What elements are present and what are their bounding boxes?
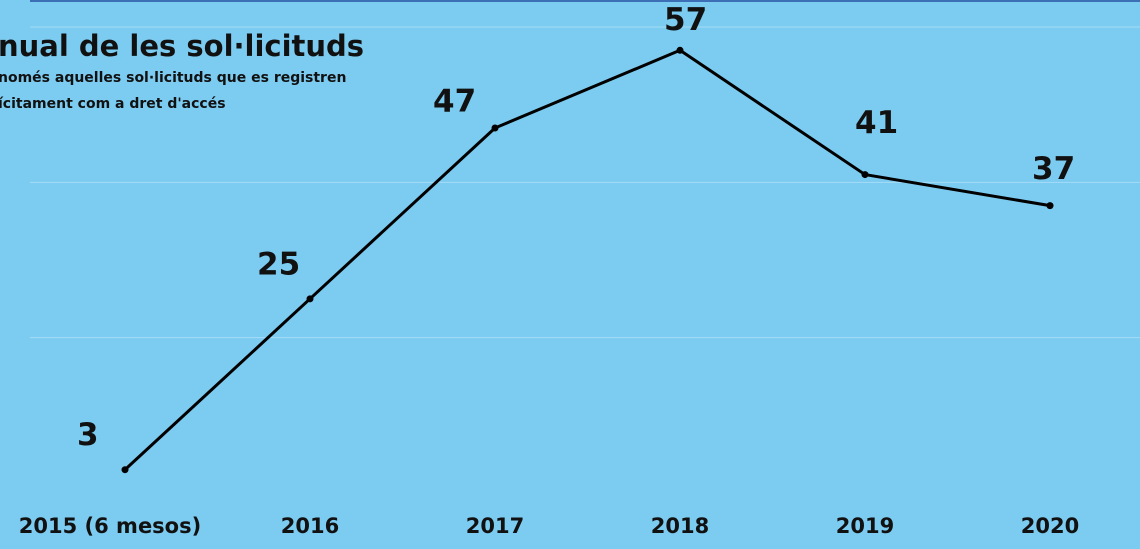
chart-subtitle: ícitament com a dret d'accés	[0, 96, 226, 112]
data-label: 41	[855, 105, 898, 141]
x-tick-label: 2019	[836, 514, 894, 538]
x-tick-label: 2017	[466, 514, 524, 538]
data-label: 57	[664, 2, 707, 38]
data-label: 37	[1032, 151, 1075, 187]
line	[123, 48, 1051, 471]
data-label: 3	[77, 417, 99, 453]
data-label: 25	[257, 246, 300, 282]
x-tick-label: 2020	[1021, 514, 1079, 538]
point	[1046, 202, 1054, 210]
point	[121, 466, 129, 474]
chart-title: nual de les sol·licituds	[0, 29, 364, 63]
data-label: 47	[433, 83, 476, 119]
chart-subtitle: només aquelles sol·licituds que es regis…	[0, 70, 346, 86]
x-tick-label: 2016	[281, 514, 339, 538]
point	[491, 124, 499, 132]
point	[306, 295, 314, 303]
point	[676, 46, 684, 54]
x-tick-label: 2015 (6 mesos)	[19, 514, 201, 538]
x-tick-label: 2018	[651, 514, 709, 538]
point	[861, 171, 869, 179]
